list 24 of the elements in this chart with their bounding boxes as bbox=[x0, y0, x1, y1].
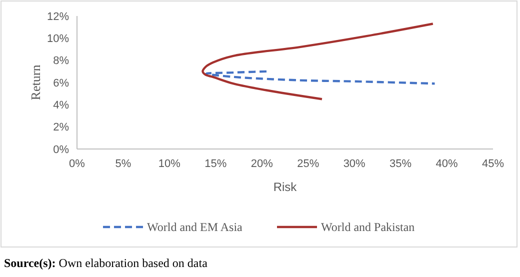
legend-label: World and Pakistan bbox=[321, 220, 415, 234]
x-tick-label: 25% bbox=[297, 158, 320, 170]
x-tick-label: 45% bbox=[482, 158, 504, 170]
y-tick-label: 6% bbox=[53, 77, 70, 90]
y-axis-title: Return bbox=[28, 64, 43, 100]
source-note: Source(s): Own elaboration based on data bbox=[4, 256, 208, 270]
x-axis-title: Risk bbox=[273, 180, 298, 194]
line-series bbox=[205, 70, 436, 85]
y-tick-label: 0% bbox=[53, 144, 70, 156]
x-tick-label: 5% bbox=[115, 158, 132, 170]
x-tick-label: 35% bbox=[390, 158, 412, 170]
y-tick-label: 12% bbox=[46, 10, 70, 23]
x-tick-label: 10% bbox=[158, 158, 181, 170]
x-tick-label: 20% bbox=[250, 158, 274, 170]
y-tick-label: 8% bbox=[53, 55, 70, 68]
x-tick-label: 40% bbox=[436, 158, 458, 170]
legend-label: World and EM Asia bbox=[147, 220, 244, 234]
y-tick-label: 4% bbox=[53, 100, 70, 112]
line-series bbox=[202, 22, 434, 100]
x-tick-label: 0% bbox=[69, 158, 86, 170]
y-tick-label: 10% bbox=[46, 33, 70, 46]
x-tick-label: 30% bbox=[343, 158, 366, 170]
y-tick-label: 2% bbox=[53, 122, 70, 134]
x-tick-label: 15% bbox=[204, 158, 227, 170]
